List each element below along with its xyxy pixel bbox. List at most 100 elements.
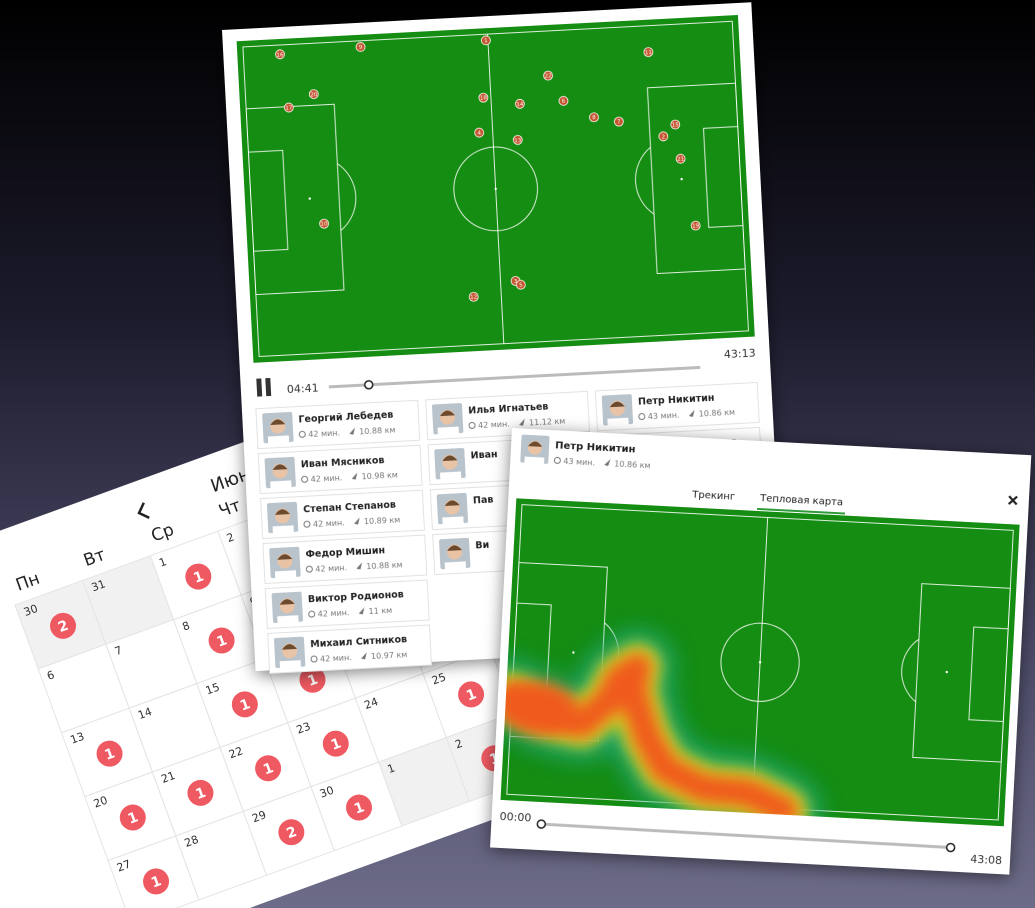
avatar-shirt bbox=[437, 426, 459, 435]
tab[interactable]: Трекинг bbox=[691, 489, 735, 502]
player-marker[interactable] bbox=[589, 112, 599, 123]
event-badge[interactable] bbox=[275, 816, 308, 849]
player-name: Виктор Родионов bbox=[308, 589, 404, 605]
tab-underline bbox=[757, 507, 846, 515]
player-number: 22 bbox=[544, 73, 551, 79]
event-badge[interactable] bbox=[228, 688, 261, 721]
timeline-knob[interactable] bbox=[364, 380, 374, 390]
player-card[interactable] bbox=[264, 579, 430, 629]
avatar-hair bbox=[528, 441, 543, 447]
player-card[interactable] bbox=[257, 444, 423, 495]
player-card[interactable] bbox=[594, 381, 760, 432]
player-marker[interactable] bbox=[514, 98, 525, 109]
player-marker[interactable] bbox=[355, 42, 366, 52]
player-name: Пав bbox=[473, 494, 494, 506]
prev-month-button[interactable] bbox=[136, 502, 150, 521]
avatar-shirt bbox=[439, 471, 462, 480]
player-card[interactable] bbox=[267, 624, 433, 674]
player-card[interactable] bbox=[260, 489, 425, 540]
time-total: 43:08 bbox=[970, 853, 1002, 868]
day-number: 31 bbox=[90, 577, 108, 594]
event-badge[interactable] bbox=[182, 560, 215, 593]
timeline-end bbox=[945, 842, 956, 853]
day-number: 8 bbox=[181, 619, 192, 634]
day-number: 7 bbox=[113, 644, 124, 659]
day-number: 30 bbox=[318, 784, 336, 801]
player-marker[interactable] bbox=[670, 119, 681, 130]
player-marker[interactable] bbox=[613, 116, 624, 127]
player-marker[interactable] bbox=[690, 220, 701, 231]
player-marker[interactable] bbox=[275, 49, 285, 60]
clock-icon bbox=[303, 520, 311, 528]
heatmap-panel: Петр Никитин 43 мин. 10.86 км Трекинг Теплов… bbox=[490, 428, 1032, 875]
event-badge[interactable] bbox=[296, 663, 329, 696]
pause-bar[interactable] bbox=[256, 378, 263, 397]
heat bbox=[500, 630, 821, 827]
event-badge[interactable] bbox=[454, 678, 487, 711]
player-number: 7 bbox=[617, 119, 621, 125]
player-number: 3 bbox=[514, 279, 518, 285]
avatar-shirt bbox=[272, 525, 294, 534]
avatar-hair bbox=[277, 554, 293, 560]
player-marker[interactable] bbox=[480, 35, 491, 46]
pause-bar[interactable] bbox=[265, 377, 272, 397]
day-number: 22 bbox=[227, 744, 245, 761]
event-badge[interactable] bbox=[342, 791, 375, 824]
event-badge[interactable] bbox=[251, 752, 284, 785]
player-marker[interactable] bbox=[474, 127, 485, 138]
pitch-line bbox=[337, 163, 357, 231]
event-badge[interactable] bbox=[93, 737, 126, 770]
event-badge[interactable] bbox=[205, 624, 238, 657]
event-badge[interactable] bbox=[319, 727, 352, 760]
pitch-line bbox=[901, 638, 920, 703]
close-button[interactable] bbox=[1007, 495, 1018, 506]
player-card[interactable] bbox=[255, 399, 421, 450]
event-badge[interactable] bbox=[46, 609, 79, 642]
player-card[interactable] bbox=[425, 390, 591, 441]
heatmap: Петр Никитин 43 мин. 10.86 км Трекинг Теплов… bbox=[490, 428, 1032, 875]
avatar-shirt bbox=[442, 516, 464, 525]
player-name: Иван bbox=[470, 449, 497, 461]
timeline bbox=[541, 822, 951, 850]
player-marker[interactable] bbox=[512, 135, 523, 145]
player-marker[interactable] bbox=[468, 291, 479, 302]
player-number: 17 bbox=[285, 105, 293, 111]
pitch-spot bbox=[572, 651, 575, 654]
avatar-shirt bbox=[444, 561, 466, 570]
event-badge[interactable] bbox=[139, 865, 172, 898]
day-number: 21 bbox=[159, 769, 177, 786]
event-badge[interactable] bbox=[116, 801, 149, 834]
distance: 10.98 км bbox=[361, 470, 398, 481]
player-marker[interactable] bbox=[319, 218, 329, 229]
timeline-knob[interactable] bbox=[536, 819, 547, 829]
player-marker[interactable] bbox=[478, 92, 489, 103]
event-badge[interactable] bbox=[184, 776, 217, 809]
player-marker[interactable] bbox=[658, 131, 669, 142]
player-number: 4 bbox=[477, 131, 481, 137]
tab[interactable]: Тепловая карта bbox=[759, 493, 843, 508]
clock-icon bbox=[468, 421, 476, 429]
avatar-hair bbox=[609, 401, 625, 408]
day-number: 13 bbox=[69, 730, 87, 747]
player-number: 16 bbox=[276, 52, 284, 58]
avatar-shirt bbox=[267, 435, 290, 444]
player-marker[interactable] bbox=[543, 70, 553, 81]
player-number: 13 bbox=[514, 138, 522, 144]
player-marker[interactable] bbox=[643, 47, 654, 57]
player-card[interactable] bbox=[262, 534, 428, 585]
player-marker[interactable] bbox=[675, 153, 686, 164]
player-name: Илья Игнатьев bbox=[468, 401, 549, 416]
player-marker[interactable] bbox=[515, 279, 526, 290]
player-marker[interactable] bbox=[558, 96, 569, 106]
player-name: Петр Никитин bbox=[638, 393, 715, 408]
player-marker[interactable] bbox=[308, 89, 319, 100]
distance: 10.88 км bbox=[359, 425, 396, 436]
distance: 10.86 км bbox=[699, 408, 736, 419]
player-marker[interactable] bbox=[283, 102, 294, 113]
avatar-shirt bbox=[277, 615, 299, 623]
time-total: 43:13 bbox=[724, 347, 756, 362]
pitch-line bbox=[968, 626, 1009, 723]
distance-icon bbox=[356, 562, 363, 570]
minutes: 42 мин. bbox=[478, 419, 510, 430]
distance: 11.12 км bbox=[529, 417, 566, 428]
